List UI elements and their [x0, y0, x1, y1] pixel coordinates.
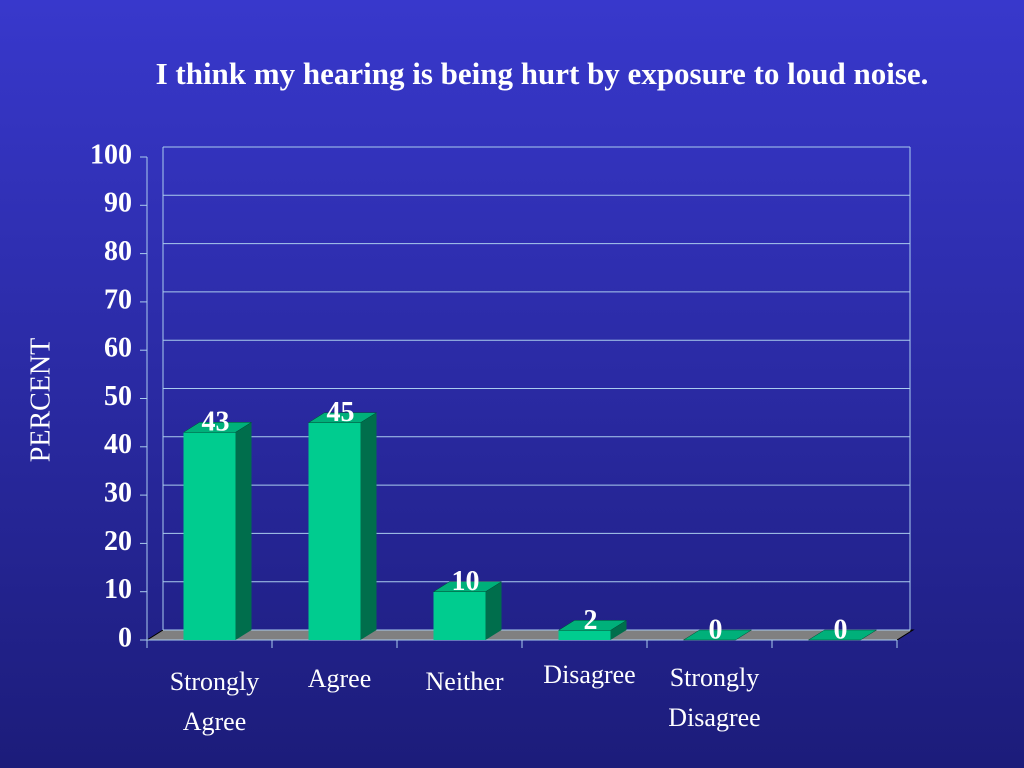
bar-top [182, 422, 253, 433]
x-tick-label: Disagree [543, 660, 636, 689]
value-label: 0 [709, 614, 723, 645]
bar-top [307, 412, 378, 423]
y-tick-label: 20 [104, 526, 132, 557]
bar-side [485, 581, 502, 640]
chart-title: I think my hearing is being hurt by expo… [155, 56, 929, 91]
y-tick-label: 10 [104, 574, 132, 605]
y-tick-label: 60 [104, 333, 132, 364]
y-tick-label: 40 [104, 429, 132, 460]
bar-top [807, 629, 878, 641]
bar-front [558, 630, 611, 640]
bar-front [433, 591, 486, 640]
y-axis-label: PERCENT [25, 338, 56, 462]
value-label: 10 [452, 566, 480, 597]
x-tick-label: Strongly Agree [169, 667, 260, 736]
y-tick-label: 70 [104, 284, 132, 315]
y-tick-label: 50 [104, 381, 132, 412]
x-tick-label: Agree [307, 664, 372, 693]
value-label: 45 [327, 397, 355, 428]
y-tick-label: 30 [104, 478, 132, 509]
y-tick-label: 80 [104, 236, 132, 267]
bar-top [432, 581, 503, 592]
value-label: 2 [584, 605, 598, 636]
floor [145, 629, 915, 641]
bar-front [183, 432, 236, 640]
bar-top [557, 620, 628, 631]
y-tick-label: 0 [118, 622, 132, 653]
value-label: 0 [834, 614, 848, 645]
y-tick-label: 90 [104, 188, 132, 219]
bar-side [235, 422, 252, 640]
bar-side [610, 620, 627, 640]
bar-side [360, 412, 377, 640]
bar-top [682, 629, 753, 641]
value-label: 43 [202, 407, 230, 438]
x-tick-label: Strongly Disagree [668, 663, 761, 732]
bar-front [308, 422, 361, 640]
x-tick-label: Neither [425, 667, 504, 696]
y-tick-label: 100 [90, 139, 132, 170]
